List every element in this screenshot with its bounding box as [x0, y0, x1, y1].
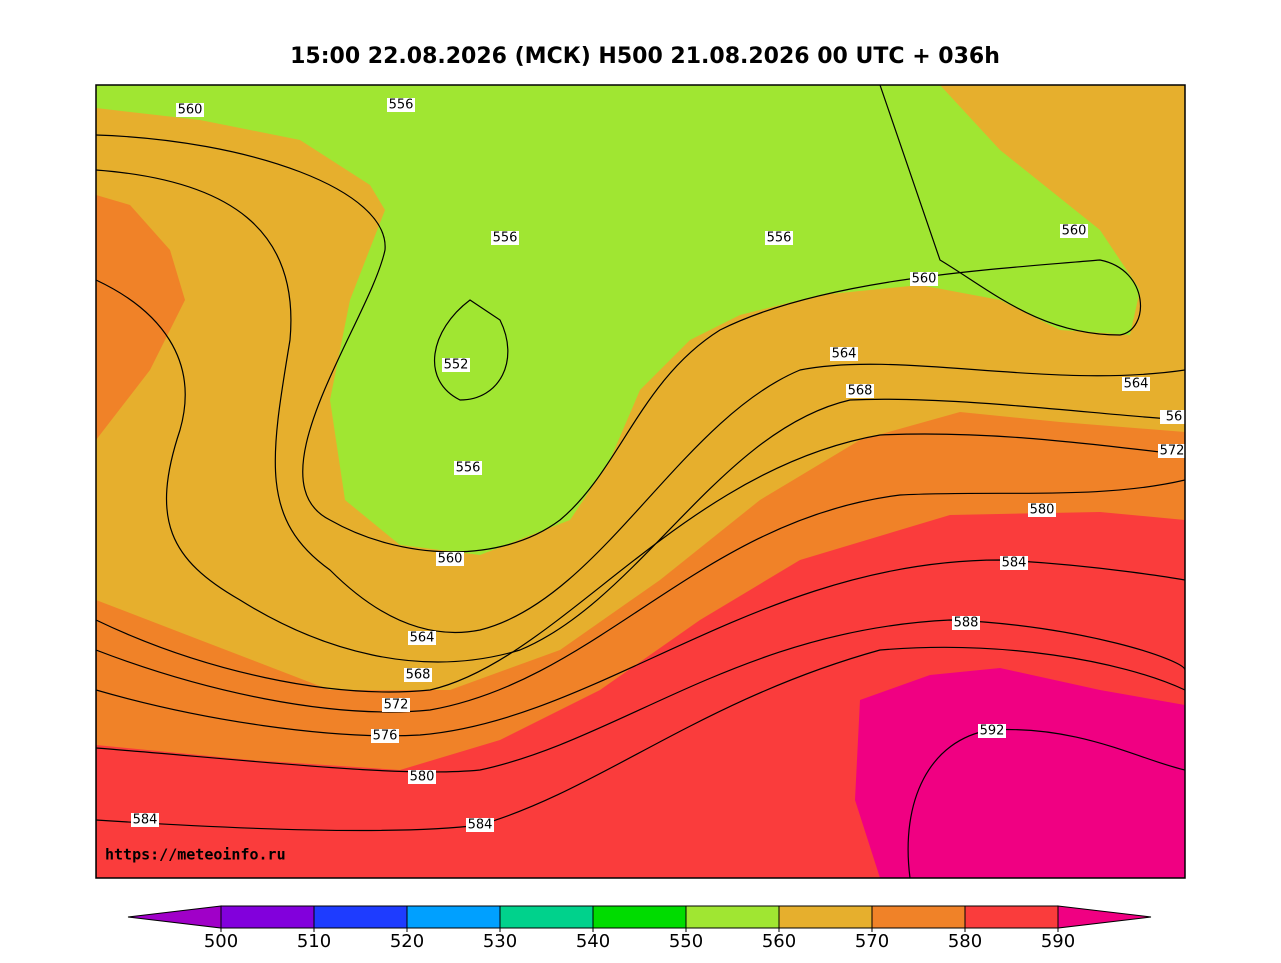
colorbar-tick-label: 530 — [483, 931, 517, 952]
watermark: https://meteoinfo.ru — [105, 846, 286, 864]
colorbar-box — [685, 905, 780, 929]
contour-label: 56 — [1166, 410, 1183, 425]
map-frame — [95, 84, 1186, 879]
isohypses — [96, 85, 1185, 878]
colorbar-tick-label: 570 — [855, 931, 889, 952]
colorbar: 500 510 520 530 540 550 560 570 580 590 — [127, 905, 1152, 952]
colorbar-box — [871, 905, 966, 929]
contour-label: 564 — [1124, 377, 1149, 392]
contour-label-bg — [1000, 556, 1028, 570]
colorbar-over — [1057, 905, 1152, 929]
contour-label-bg — [1060, 224, 1088, 238]
contour-label: 568 — [848, 384, 873, 399]
shade-590 — [855, 668, 1185, 878]
contour-label: 572 — [1160, 444, 1185, 459]
contour-label-bg — [404, 668, 432, 682]
shade-570 — [96, 195, 185, 440]
contour-label-bg — [952, 616, 980, 630]
contour-label-bg — [1158, 444, 1185, 458]
contour-label-bg — [846, 384, 874, 398]
contour-label-bg — [910, 272, 938, 286]
contour-label: 552 — [444, 358, 469, 373]
contour-label: 592 — [980, 724, 1005, 739]
contour-label-bg — [491, 231, 519, 245]
contour-label: 584 — [133, 813, 158, 828]
contour-label-bg — [408, 770, 436, 784]
contour-label: 584 — [1002, 556, 1027, 571]
contour-label: 568 — [406, 668, 431, 683]
colorbar-tick-label: 500 — [204, 931, 238, 952]
contour-label-bg — [408, 631, 436, 645]
contour-label: 564 — [410, 631, 435, 646]
colorbar-box — [406, 905, 501, 929]
contour-label-bg — [131, 813, 159, 827]
contour-label: 556 — [456, 461, 481, 476]
contour-label-bg — [978, 724, 1006, 738]
contour-label-bg — [466, 818, 494, 832]
contour-label-bg — [454, 461, 482, 475]
colorbar-box — [220, 905, 315, 929]
contour-label: 556 — [767, 231, 792, 246]
colorbar-tick-label: 510 — [297, 931, 331, 952]
contour-label-bg — [442, 358, 470, 372]
contour-label-bg — [1122, 377, 1150, 391]
colorbar-tick-label: 540 — [576, 931, 610, 952]
contour-label-bg — [387, 98, 415, 112]
contour-label-bg — [830, 347, 858, 361]
colorbar-box — [592, 905, 687, 929]
contour-label: 556 — [493, 231, 518, 246]
map-area: 560 556 556 556 560 560 552 564 568 564 56 572 580 58… — [96, 85, 1185, 878]
colorbar-tick-label: 580 — [948, 931, 982, 952]
contour-label-bg — [1160, 410, 1185, 424]
colorbar-box — [778, 905, 873, 929]
colorbar-tick-label: 590 — [1041, 931, 1075, 952]
contour-label: 564 — [832, 347, 857, 362]
contour-label: 580 — [1030, 503, 1055, 518]
colorbar-box — [964, 905, 1059, 929]
contour-label: 584 — [468, 818, 493, 833]
contour-label: 588 — [954, 616, 979, 631]
contour-label: 556 — [389, 98, 414, 113]
contour-label: 576 — [373, 729, 398, 744]
shade-550 — [96, 85, 1140, 555]
contour-label-bg — [1028, 503, 1056, 517]
colorbar-tick-label: 520 — [390, 931, 424, 952]
colorbar-tick-label: 550 — [669, 931, 703, 952]
contour-label: 572 — [384, 698, 409, 713]
contour-label-bg — [436, 552, 464, 566]
contour-label-bg — [371, 729, 399, 743]
contour-label: 580 — [410, 770, 435, 785]
contour-label: 560 — [438, 552, 463, 567]
contour-label-bg — [382, 698, 410, 712]
colorbar-under — [127, 905, 222, 929]
colorbar-box — [313, 905, 408, 929]
map-title: 15:00 22.08.2026 (МСК) H500 21.08.2026 0… — [290, 44, 1000, 69]
colorbar-box — [499, 905, 594, 929]
contour-label: 560 — [912, 272, 937, 287]
contour-label-bg — [176, 103, 204, 117]
contour-label: 560 — [1062, 224, 1087, 239]
colorbar-tick-label: 560 — [762, 931, 796, 952]
contour-label: 560 — [178, 103, 203, 118]
contour-label-bg — [765, 231, 793, 245]
